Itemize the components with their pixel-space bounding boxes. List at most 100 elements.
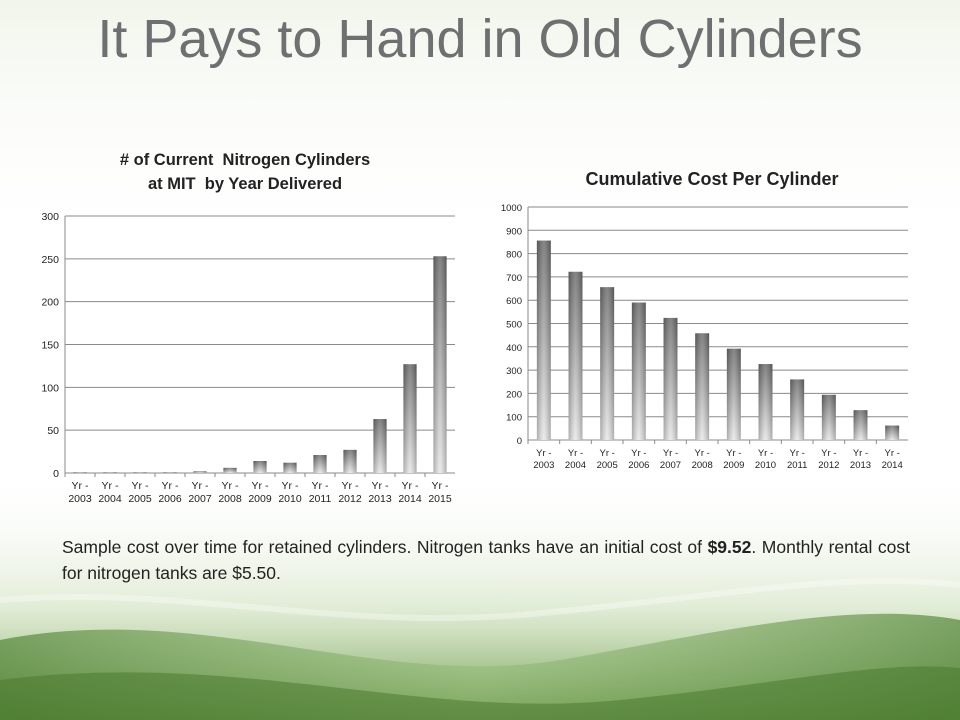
x-tick-label: 2005: [128, 493, 152, 505]
x-tick-label: 2013: [368, 493, 392, 505]
bar-2011: [313, 455, 327, 473]
x-tick-label: 2009: [723, 460, 744, 471]
x-tick-label: Yr -: [282, 480, 299, 492]
x-tick-label: 2007: [660, 460, 681, 471]
x-tick-label: Yr -: [72, 480, 89, 492]
x-tick-label: 2010: [278, 493, 302, 505]
x-tick-label: 2005: [597, 460, 618, 471]
x-tick-label: 2012: [818, 460, 839, 471]
bar-2006: [631, 302, 646, 440]
x-tick-label: Yr -: [342, 480, 359, 492]
y-tick-label: 100: [506, 413, 522, 424]
y-tick-label: 300: [506, 366, 522, 377]
y-tick-label: 200: [506, 389, 522, 400]
slide-title: It Pays to Hand in Old Cylinders: [97, 9, 863, 69]
x-tick-label: Yr -: [222, 480, 239, 492]
x-tick-label: 2012: [338, 493, 362, 505]
x-tick-label: Yr -: [758, 448, 773, 459]
x-tick-label: Yr -: [372, 480, 389, 492]
x-tick-label: Yr -: [402, 480, 419, 492]
x-tick-label: Yr -: [192, 480, 209, 492]
bar-2011: [790, 379, 805, 440]
x-tick-label: Yr -: [432, 480, 449, 492]
bar-2010: [758, 364, 773, 440]
x-tick-label: 2011: [309, 493, 332, 505]
x-tick-label: 2006: [158, 493, 182, 505]
y-tick-label: 800: [506, 250, 522, 261]
x-tick-label: 2003: [68, 493, 92, 505]
bar-2009: [726, 348, 741, 440]
y-tick-label: 150: [41, 340, 59, 352]
x-tick-label: Yr -: [312, 480, 329, 492]
y-tick-label: 0: [517, 436, 522, 447]
x-tick-label: Yr -: [631, 448, 646, 459]
x-tick-label: Yr -: [102, 480, 119, 492]
chart-cylinders-by-year: # of Current Nitrogen Cylinders at MIT by…: [41, 151, 455, 505]
x-tick-label: 2013: [850, 460, 871, 471]
bar-2010: [283, 462, 297, 473]
bar-2012: [821, 394, 836, 440]
x-tick-label: 2007: [188, 493, 212, 505]
bar-2003: [536, 240, 551, 440]
bar-2004: [103, 472, 117, 473]
x-tick-label: Yr -: [536, 448, 551, 459]
bar-2007: [663, 317, 678, 440]
x-tick-label: Yr -: [162, 480, 179, 492]
chart-title-line-2: at MIT by Year Delivered: [148, 175, 342, 193]
x-tick-label: 2014: [882, 460, 903, 471]
bar-2013: [853, 410, 868, 440]
y-tick-label: 0: [53, 468, 59, 480]
x-tick-label: Yr -: [695, 448, 710, 459]
y-tick-label: 250: [41, 254, 59, 266]
x-tick-label: 2006: [628, 460, 649, 471]
slide-caption: Sample cost over time for retained cylin…: [62, 534, 910, 586]
x-tick-label: Yr -: [885, 448, 900, 459]
caption-initial-cost: $9.52: [707, 537, 752, 557]
x-tick-label: Yr -: [821, 448, 836, 459]
bar-2015: [433, 256, 447, 473]
bar-2012: [343, 449, 357, 473]
x-tick-label: 2004: [565, 460, 586, 471]
y-tick-label: 200: [41, 297, 59, 309]
bar-2007: [193, 471, 207, 473]
bar-2008: [223, 467, 237, 473]
chart-title-line-1: # of Current Nitrogen Cylinders: [120, 151, 370, 169]
y-tick-label: 50: [47, 425, 59, 437]
x-tick-label: Yr -: [568, 448, 583, 459]
x-tick-label: Yr -: [132, 480, 149, 492]
x-tick-label: 2008: [692, 460, 713, 471]
bar-2003: [73, 472, 87, 473]
x-tick-label: 2003: [533, 460, 554, 471]
bar-2008: [695, 333, 710, 440]
x-tick-label: Yr -: [726, 448, 741, 459]
x-tick-label: 2008: [218, 493, 242, 505]
y-tick-label: 100: [41, 382, 59, 394]
x-tick-label: 2014: [398, 493, 422, 505]
x-tick-label: Yr -: [853, 448, 868, 459]
bar-2004: [568, 271, 583, 440]
x-tick-label: Yr -: [600, 448, 615, 459]
x-tick-label: Yr -: [252, 480, 269, 492]
caption-text-2: . Monthly rental cost for nitrogen tanks…: [62, 537, 910, 583]
y-tick-label: 900: [506, 226, 522, 237]
bar-2009: [253, 461, 267, 473]
y-tick-label: 700: [506, 273, 522, 284]
bar-2014: [885, 425, 900, 440]
y-tick-label: 300: [41, 211, 59, 223]
x-tick-label: Yr -: [790, 448, 805, 459]
caption-text-1: Sample cost over time for retained cylin…: [62, 537, 708, 557]
x-tick-label: 2004: [98, 493, 122, 505]
bar-2014: [403, 364, 417, 473]
bar-2013: [373, 419, 387, 473]
bar-2005: [133, 472, 147, 473]
x-tick-label: 2010: [755, 460, 776, 471]
x-tick-label: 2009: [248, 493, 272, 505]
y-tick-label: 400: [506, 343, 522, 354]
y-tick-label: 500: [506, 320, 522, 331]
bar-2006: [163, 472, 177, 473]
x-tick-label: 2011: [787, 460, 807, 471]
y-tick-label: 600: [506, 296, 522, 307]
x-tick-label: Yr -: [663, 448, 678, 459]
chart-title-line-1: Cumulative Cost Per Cylinder: [585, 169, 838, 189]
